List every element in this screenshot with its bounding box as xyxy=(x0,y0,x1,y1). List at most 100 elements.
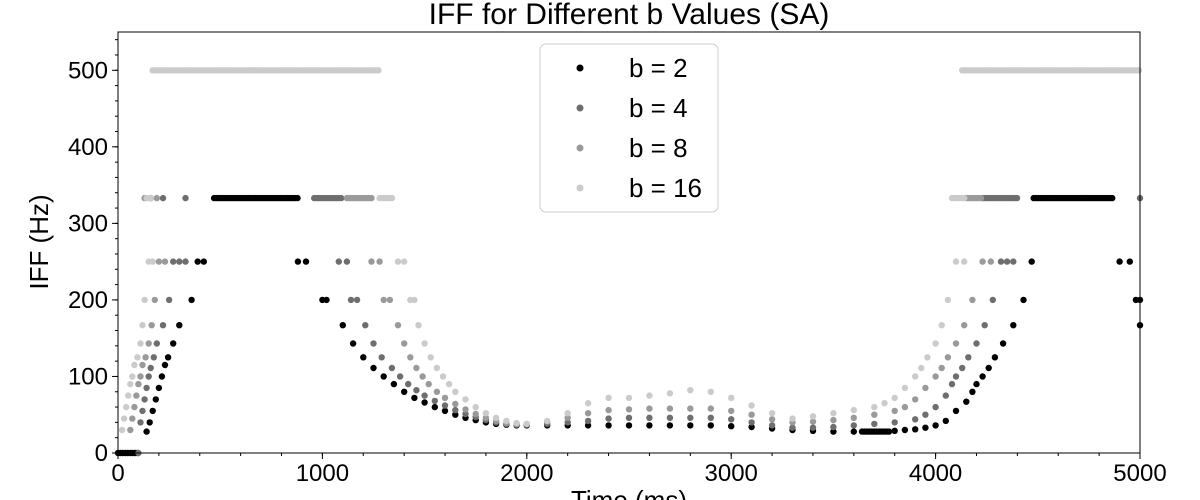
series-1-point xyxy=(728,423,735,430)
series-4-point xyxy=(134,354,141,361)
series-1-point xyxy=(605,422,612,429)
series-1-point xyxy=(164,354,172,361)
legend-box xyxy=(539,43,719,213)
series-4-point xyxy=(891,394,898,402)
series-4-point xyxy=(127,380,134,388)
series-4-point xyxy=(462,396,469,403)
series-4-point xyxy=(809,413,817,420)
series-2-point xyxy=(176,258,183,265)
legend-marker xyxy=(576,144,584,152)
series-3-point xyxy=(153,194,160,202)
series-1-point xyxy=(922,424,929,431)
series-2-point xyxy=(370,340,377,347)
series-3-point xyxy=(952,340,960,347)
series-1-point xyxy=(1028,258,1035,265)
series-4-point xyxy=(924,354,931,361)
series-3-point xyxy=(139,361,146,369)
series-1-point xyxy=(452,411,459,418)
series-2-point xyxy=(891,419,898,426)
series-2-point xyxy=(1013,194,1021,202)
series-3-point xyxy=(433,388,441,395)
series-4-point xyxy=(850,406,857,414)
series-4-point xyxy=(503,417,510,425)
y-axis-label: IFF (Hz) xyxy=(24,194,54,289)
series-1-point xyxy=(200,258,207,265)
series-2-point xyxy=(353,296,361,304)
series-1-point xyxy=(152,396,159,403)
series-3-group xyxy=(127,194,994,434)
series-1-point xyxy=(349,340,357,347)
legend-marker xyxy=(576,64,584,72)
series-1-point xyxy=(1020,296,1027,304)
series-2-point xyxy=(441,402,449,409)
series-4-point xyxy=(901,384,909,392)
series-2-point xyxy=(143,384,150,392)
series-4-point xyxy=(445,380,453,388)
plot-frame xyxy=(117,31,1141,454)
series-1-point xyxy=(380,373,387,380)
series-2-point xyxy=(809,424,817,431)
series-1-point xyxy=(161,361,169,369)
series-4-point xyxy=(944,296,952,304)
series-1-point xyxy=(194,258,201,265)
series-2-point xyxy=(421,392,428,399)
series-1-point xyxy=(390,380,398,388)
series-2-point xyxy=(605,415,612,422)
series-3-point xyxy=(707,405,714,412)
series-3-point xyxy=(142,354,149,361)
series-4-point xyxy=(513,419,520,427)
series-2-point xyxy=(452,406,459,414)
series-1-point xyxy=(339,322,346,329)
series-2-point xyxy=(182,194,189,202)
series-4-point xyxy=(768,410,776,417)
series-3-point xyxy=(961,322,968,329)
series-3-point xyxy=(368,258,375,265)
series-3-point xyxy=(472,410,479,418)
series-4-point xyxy=(141,296,148,304)
series-1-point xyxy=(979,373,986,380)
series-1-point xyxy=(143,428,150,435)
series-1-point xyxy=(830,428,837,435)
series-4-point xyxy=(147,194,154,202)
series-2-point xyxy=(768,422,776,429)
series-4-point xyxy=(388,194,396,202)
series-3-point xyxy=(441,394,449,402)
series-1-point xyxy=(901,426,909,434)
series-2-point xyxy=(145,373,152,380)
series-4-point xyxy=(120,415,128,422)
series-2-point xyxy=(912,416,919,423)
series-4-point xyxy=(666,390,674,397)
series-1-point xyxy=(158,373,166,380)
series-3-point xyxy=(666,405,674,412)
chart-title: IFF for Different b Values (SA) xyxy=(429,0,830,31)
series-3-point xyxy=(938,364,945,372)
series-1-point xyxy=(411,394,418,402)
series-2-point xyxy=(405,380,412,388)
series-2-point xyxy=(150,354,157,361)
series-3-point xyxy=(977,194,985,202)
series-3-point xyxy=(161,258,169,265)
series-1-point xyxy=(1109,194,1116,202)
series-3-point xyxy=(728,407,735,415)
legend-label: b = 8 xyxy=(629,133,688,163)
series-4-point xyxy=(881,400,888,407)
series-1-point xyxy=(146,419,153,426)
series-2-point xyxy=(850,422,857,429)
series-2-point xyxy=(139,407,146,415)
series-4-point xyxy=(125,392,132,399)
series-4-point xyxy=(728,394,735,402)
series-3-point xyxy=(809,418,817,425)
series-1-point xyxy=(176,322,183,329)
series-4-point xyxy=(411,296,418,304)
series-1-point xyxy=(991,354,999,361)
y-tick-label: 400 xyxy=(68,134,108,161)
series-2-point xyxy=(147,364,154,372)
series-1-point xyxy=(302,258,310,265)
series-3-point xyxy=(979,258,986,265)
legend-label: b = 2 xyxy=(629,53,688,83)
series-4-point xyxy=(687,387,694,394)
x-tick-label: 1000 xyxy=(296,460,349,487)
series-3-point xyxy=(748,411,755,418)
series-2-point xyxy=(413,387,420,394)
series-2-point xyxy=(165,296,173,304)
